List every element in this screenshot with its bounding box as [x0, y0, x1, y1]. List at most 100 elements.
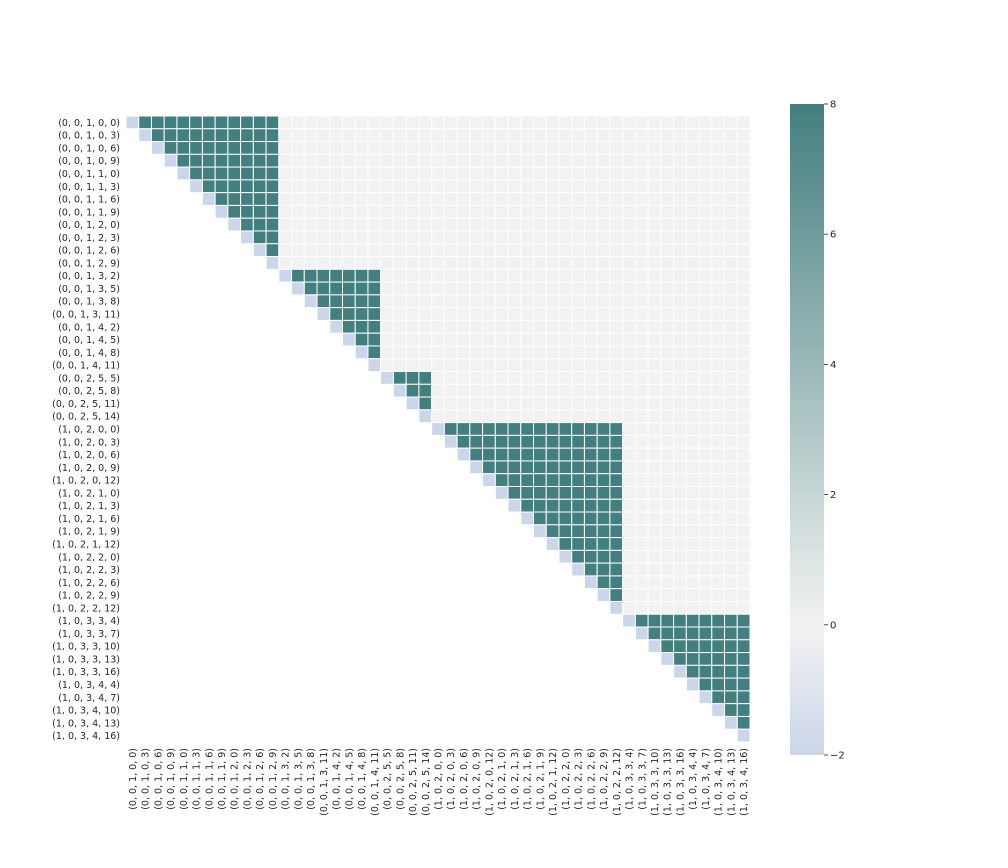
heatmap-cell [367, 204, 382, 219]
heatmap-cell [660, 613, 675, 628]
column-tick-label: (1, 0, 3, 3, 13) [663, 748, 674, 816]
heatmap-cell [418, 243, 433, 258]
heatmap-cell [685, 128, 700, 143]
row-tick-label: (1, 0, 2, 1, 9) [58, 527, 120, 538]
heatmap-cell [533, 294, 547, 309]
heatmap-cell [711, 537, 726, 551]
heatmap-cell [558, 511, 573, 526]
heatmap-cell [634, 230, 649, 245]
heatmap-cell [711, 179, 726, 194]
heatmap-cell [673, 345, 687, 360]
heatmap-cell [405, 166, 420, 181]
row-tick-label: (0, 0, 2, 5, 8) [58, 386, 120, 397]
heatmap-cell [456, 192, 471, 206]
heatmap-cell [469, 179, 484, 194]
heatmap-cell [736, 613, 751, 628]
heatmap-cell [316, 179, 331, 194]
column-tick-label: (1, 0, 3, 4, 13) [726, 748, 737, 816]
heatmap-cell [494, 396, 509, 411]
heatmap-cell [341, 179, 356, 194]
heatmap-cell [698, 192, 713, 206]
heatmap-cell [698, 319, 713, 334]
heatmap-cell [673, 256, 687, 270]
column-tick-label: (0, 0, 1, 4, 11) [370, 748, 381, 816]
heatmap-cell [660, 447, 675, 462]
heatmap-cell [482, 294, 496, 309]
column-tick-label: (0, 0, 1, 3, 11) [319, 748, 330, 816]
heatmap-cell [380, 268, 394, 283]
heatmap-cell [724, 383, 738, 398]
heatmap-cell [482, 447, 496, 462]
heatmap-cell [341, 192, 356, 206]
heatmap-cell [418, 294, 433, 309]
heatmap-cell [316, 166, 331, 181]
heatmap-cell [698, 256, 713, 270]
heatmap-cell [265, 217, 280, 232]
heatmap-cell [494, 141, 509, 155]
row-tick-label: (1, 0, 2, 1, 6) [58, 514, 120, 525]
heatmap-cell [622, 600, 636, 615]
heatmap-cell [583, 268, 598, 283]
heatmap-cell [545, 409, 560, 424]
heatmap-cell [685, 485, 700, 500]
heatmap-cell [316, 230, 331, 245]
heatmap-cell [405, 141, 420, 155]
heatmap-cell [341, 166, 356, 181]
heatmap-cell [685, 256, 700, 270]
heatmap-cell [698, 230, 713, 245]
heatmap-cell [303, 268, 318, 283]
heatmap-cell [685, 243, 700, 258]
heatmap-cell [507, 319, 522, 334]
heatmap-cell [571, 473, 585, 487]
heatmap-cell [647, 511, 662, 526]
heatmap-cell [685, 626, 700, 641]
heatmap-cell [711, 524, 726, 539]
heatmap-cell [341, 217, 356, 232]
heatmap-cell [647, 639, 662, 654]
heatmap-cell [660, 115, 675, 130]
heatmap-cell [392, 345, 407, 360]
heatmap-cell [685, 268, 700, 283]
heatmap-cell [341, 307, 356, 321]
row-tick-label: (0, 0, 1, 0, 3) [58, 131, 120, 142]
heatmap-cell [507, 383, 522, 398]
heatmap-cell [583, 396, 598, 411]
heatmap-cell [685, 473, 700, 487]
heatmap-cell [609, 128, 624, 143]
heatmap-cell [583, 141, 598, 155]
row-tick-label: (0, 0, 1, 3, 5) [58, 284, 120, 295]
heatmap-cell [634, 588, 649, 602]
heatmap-cell [571, 524, 585, 539]
heatmap-cell [303, 243, 318, 258]
heatmap-cell [685, 115, 700, 130]
heatmap-cell [660, 332, 675, 347]
heatmap-cell [469, 166, 484, 181]
heatmap-cell [443, 256, 458, 270]
column-tick-label: (0, 0, 1, 4, 5) [344, 748, 355, 810]
heatmap-cell [533, 447, 547, 462]
heatmap-cell [711, 626, 726, 641]
heatmap-cell [227, 179, 242, 194]
heatmap-cell [660, 192, 675, 206]
heatmap-cell [609, 588, 624, 602]
heatmap-cell [150, 141, 165, 155]
heatmap-cell [571, 166, 585, 181]
heatmap-cell [545, 473, 560, 487]
heatmap-cell [596, 588, 611, 602]
heatmap-cell [711, 485, 726, 500]
heatmap-cell [494, 230, 509, 245]
heatmap-cell [533, 268, 547, 283]
heatmap-cell [634, 192, 649, 206]
heatmap-cell [443, 204, 458, 219]
heatmap-cell [533, 498, 547, 513]
heatmap-cell [634, 307, 649, 321]
heatmap-cell [520, 498, 535, 513]
heatmap-cell [520, 485, 535, 500]
heatmap-cell [545, 141, 560, 155]
heatmap-cell [520, 396, 535, 411]
heatmap-cell [214, 166, 229, 181]
row-tick-label: (0, 0, 1, 1, 3) [58, 182, 120, 193]
heatmap-cell [736, 294, 751, 309]
heatmap-cell [545, 256, 560, 270]
heatmap-cell [724, 613, 738, 628]
